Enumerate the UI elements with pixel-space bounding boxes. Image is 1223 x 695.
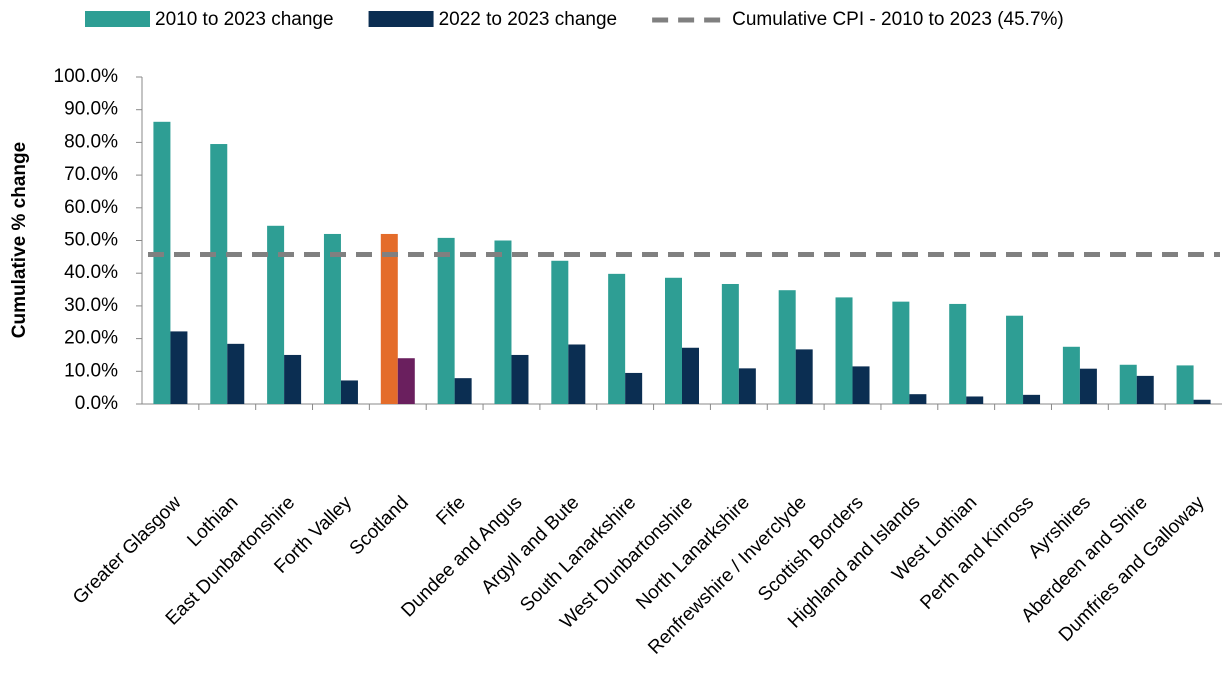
bar <box>1062 346 1080 404</box>
bar <box>551 260 569 404</box>
bar <box>1079 368 1097 404</box>
bar <box>852 366 870 404</box>
y-axis-label: Cumulative % change <box>9 142 30 338</box>
bar <box>284 354 302 404</box>
legend-swatch <box>368 11 434 27</box>
bar <box>1023 394 1041 404</box>
bar <box>340 380 358 404</box>
bar <box>625 372 643 404</box>
y-tick-label: 30.0% <box>64 295 118 316</box>
y-tick-label: 10.0% <box>64 360 118 381</box>
bar <box>153 121 171 404</box>
bar <box>397 358 415 404</box>
bar <box>568 344 586 404</box>
bar <box>1193 399 1211 404</box>
bar <box>909 394 927 404</box>
bar <box>835 297 853 404</box>
bar <box>949 303 967 404</box>
legend-swatch <box>85 11 150 27</box>
y-tick-label: 100.0% <box>54 66 119 87</box>
bar <box>966 396 984 404</box>
x-tick-label: Argyll and Bute <box>477 492 583 598</box>
bar <box>665 277 682 404</box>
bar <box>892 301 910 404</box>
legend-label: 2010 to 2023 change <box>155 9 334 30</box>
y-tick-label: 90.0% <box>64 99 118 120</box>
bar <box>1136 375 1154 404</box>
bar <box>795 349 813 404</box>
bar <box>210 144 228 404</box>
bar <box>1176 365 1194 404</box>
y-tick-label: 60.0% <box>64 197 118 218</box>
y-tick-label: 0.0% <box>75 393 118 414</box>
legend-label: 2022 to 2023 change <box>439 9 618 30</box>
bar <box>608 273 626 404</box>
y-tick-label: 50.0% <box>64 230 118 251</box>
bar <box>323 233 341 404</box>
bar <box>682 347 699 404</box>
bar <box>454 378 472 404</box>
bar <box>267 225 285 404</box>
bar <box>437 237 455 404</box>
bar <box>380 233 398 404</box>
bar <box>1006 315 1024 404</box>
bar <box>511 354 529 404</box>
x-tick-label: Fife <box>432 492 469 529</box>
y-tick-label: 40.0% <box>64 262 118 283</box>
bar <box>170 331 188 404</box>
y-tick-label: 80.0% <box>64 131 118 152</box>
bar <box>738 368 756 404</box>
bar <box>1119 364 1137 404</box>
legend-label: Cumulative CPI - 2010 to 2023 (45.7%) <box>732 9 1064 30</box>
x-tick-label: Scottish Borders <box>754 492 867 605</box>
bar <box>227 343 245 404</box>
y-tick-label: 70.0% <box>64 164 118 185</box>
bar <box>778 290 796 404</box>
x-tick-label: Scotland <box>346 492 413 559</box>
x-tick-label: Greater Glasgow <box>69 492 186 609</box>
bar <box>494 240 512 404</box>
bar <box>721 283 739 404</box>
y-tick-label: 20.0% <box>64 328 118 349</box>
